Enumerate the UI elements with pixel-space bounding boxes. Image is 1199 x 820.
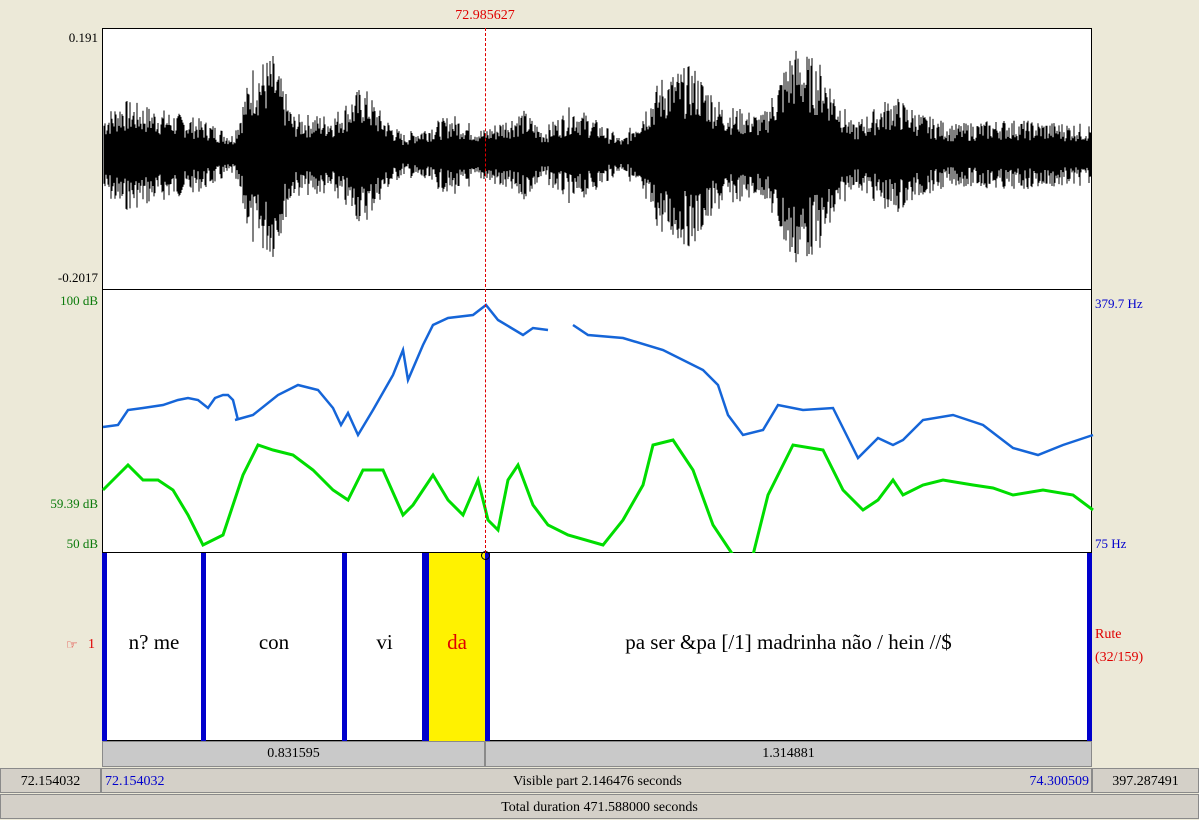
visible-end-time: 74.300509 [1029, 774, 1090, 789]
interval-boundary[interactable] [102, 553, 107, 741]
pitch-contour [102, 303, 1094, 461]
total-duration-label: Total duration 471.588000 seconds [501, 800, 698, 815]
visible-part-cell[interactable]: 72.154032 Visible part 2.146476 seconds … [101, 768, 1092, 793]
window-start-time: 72.154032 [20, 774, 81, 789]
waveform-samples [103, 50, 1092, 263]
tier-pointer-icon: ☞ [66, 637, 78, 652]
duration-bar-right[interactable]: 1.314881 [485, 741, 1092, 767]
pitch-bottom-label: 75 Hz [1095, 536, 1127, 551]
left-duration: 0.831595 [267, 746, 320, 761]
interval-text: vi [376, 630, 393, 654]
intensity-contour [101, 438, 1094, 557]
window-start-cell[interactable]: 72.154032 [0, 768, 101, 793]
cursor-line [485, 28, 486, 553]
interval-boundary[interactable] [422, 553, 429, 741]
selected-interval[interactable] [427, 553, 485, 741]
visible-start-time: 72.154032 [105, 774, 165, 789]
tier-count: (32/159) [1095, 650, 1144, 665]
pitch-intensity-panel[interactable] [101, 290, 1094, 557]
waveform-max-label: 0.191 [68, 30, 98, 45]
right-duration: 1.314881 [762, 746, 815, 761]
intensity-mid-label: 59.39 dB [50, 496, 98, 511]
tier-name[interactable]: Rute [1095, 627, 1122, 642]
annotation-tier[interactable] [102, 553, 1092, 741]
interval-boundary[interactable] [485, 553, 490, 741]
total-duration-cell[interactable]: Total duration 471.588000 seconds [0, 794, 1199, 819]
intensity-bottom-label: 50 dB [66, 536, 98, 551]
interval-text-selected: da [447, 630, 467, 654]
tier-number: 1 [88, 637, 95, 652]
window-end-cell[interactable]: 397.287491 [1092, 768, 1199, 793]
duration-bar-left[interactable]: 0.831595 [102, 741, 485, 767]
cursor-time-label: 72.985627 [455, 8, 515, 23]
pitch-top-label: 379.7 Hz [1095, 296, 1143, 311]
interval-text: con [258, 630, 290, 654]
waveform-trace [103, 50, 1092, 263]
interval-boundary[interactable] [201, 553, 206, 741]
visible-part-label: Visible part 2.146476 seconds [513, 774, 682, 789]
interval-text: pa ser &pa [/1] madrinha não / hein //$ [625, 630, 952, 654]
interval-boundary[interactable] [1087, 553, 1092, 741]
waveform-min-label: -0.2017 [57, 270, 98, 285]
window-end-time: 397.287491 [1112, 774, 1179, 789]
intensity-top-label: 100 dB [60, 293, 98, 308]
waveform-panel[interactable] [102, 28, 1092, 290]
interval-text: n? me [128, 630, 180, 654]
interval-boundary[interactable] [342, 553, 347, 741]
